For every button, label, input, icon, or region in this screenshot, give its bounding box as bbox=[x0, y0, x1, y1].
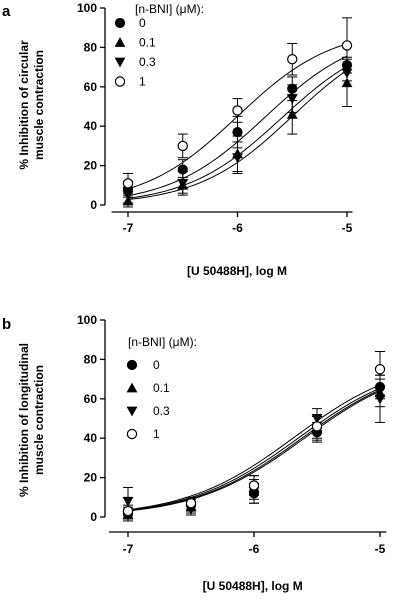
data-point-1 bbox=[248, 480, 260, 491]
legend-title: [n-BNI] (μM): bbox=[128, 335, 197, 349]
legend-label: 0.1 bbox=[153, 381, 170, 395]
data-point-0.1 bbox=[341, 77, 353, 88]
y-tick-label: 0 bbox=[90, 198, 97, 212]
y-axis-title-line-1: % Inhibition of longitudinal bbox=[17, 343, 31, 497]
legend-label: 0 bbox=[139, 16, 146, 30]
data-point-1 bbox=[311, 421, 323, 432]
y-tick-label: 60 bbox=[84, 392, 98, 406]
chart-panel-a: a 0 20 40 60 80 100 -7 -6 -5 [U 50488H], log M % In… bbox=[2, 1, 353, 278]
y-axis-title-line-2: muscle contraction bbox=[32, 365, 46, 475]
chart-panel-b: b 0 20 40 60 80 100 -7 -6 -5 [U 50488H], log M % In… bbox=[2, 313, 387, 593]
data-point-0.3 bbox=[232, 153, 243, 164]
legend-label: 0.3 bbox=[139, 55, 156, 69]
y-tick-label: 20 bbox=[84, 471, 98, 485]
data-point-0.3 bbox=[122, 190, 134, 201]
data-point-0.3 bbox=[311, 414, 323, 424]
legend-marker-1 bbox=[126, 428, 138, 440]
data-point-1 bbox=[185, 498, 197, 509]
y-tick-label: 40 bbox=[84, 119, 98, 133]
data-point-1 bbox=[341, 40, 353, 51]
legend-label: 1 bbox=[139, 75, 146, 89]
legend-marker-0 bbox=[126, 359, 138, 371]
data-point-0 bbox=[232, 127, 243, 138]
data-point-1 bbox=[177, 140, 188, 152]
x-axis-title: [U 50488H], log M bbox=[203, 579, 303, 593]
y-axis-title-line-1: % Inhibition of circular bbox=[17, 40, 31, 170]
x-tick-label: -5 bbox=[342, 221, 353, 235]
x-tick-label: -7 bbox=[123, 542, 134, 556]
legend-marker-1 bbox=[114, 76, 126, 87]
legend-marker-0 bbox=[114, 17, 126, 29]
legend-label: 0.3 bbox=[153, 404, 170, 418]
data-point-0.3 bbox=[122, 496, 134, 507]
x-tick-label: -7 bbox=[123, 221, 134, 235]
legend-title: [n-BNI] (μM): bbox=[135, 2, 204, 16]
y-tick-label: 100 bbox=[77, 313, 97, 327]
legend-label: 1 bbox=[153, 427, 160, 441]
y-tick-label: 20 bbox=[84, 159, 98, 173]
fit-curve-0.1 bbox=[127, 389, 381, 512]
data-point-1 bbox=[122, 178, 134, 189]
data-point-1 bbox=[122, 505, 134, 517]
y-tick-label: 0 bbox=[90, 510, 97, 524]
legend-marker-0.1 bbox=[126, 382, 138, 393]
y-tick-label: 60 bbox=[84, 80, 98, 94]
panel-letter: b bbox=[2, 316, 11, 333]
fit-curve-0.3 bbox=[127, 390, 381, 512]
y-tick-label: 80 bbox=[84, 40, 98, 54]
legend-label: 0 bbox=[153, 358, 160, 372]
data-point-0 bbox=[341, 60, 353, 71]
legend-label: 0.1 bbox=[139, 36, 156, 50]
data-point-0.3 bbox=[286, 94, 298, 105]
fit-curve-0 bbox=[127, 387, 381, 511]
data-point-0.3 bbox=[374, 394, 386, 405]
legend-marker-0.3 bbox=[126, 406, 138, 417]
x-tick-label: -5 bbox=[375, 542, 386, 556]
y-tick-label: 100 bbox=[77, 1, 97, 15]
x-axis-title: [U 50488H], log M bbox=[187, 264, 287, 278]
panel-letter: a bbox=[2, 3, 11, 20]
data-point-0.3 bbox=[177, 179, 189, 189]
data-point-0.3 bbox=[341, 68, 353, 79]
data-point-1 bbox=[374, 364, 386, 375]
x-tick-label: -6 bbox=[249, 542, 260, 556]
data-point-0 bbox=[287, 83, 298, 94]
fit-curve-1 bbox=[127, 384, 381, 511]
data-point-1 bbox=[287, 54, 298, 65]
y-tick-label: 40 bbox=[84, 431, 98, 445]
data-point-0 bbox=[177, 164, 188, 175]
data-point-1 bbox=[232, 105, 243, 116]
y-tick-label: 80 bbox=[84, 352, 98, 366]
legend-marker-0.3 bbox=[114, 57, 126, 68]
y-axis-title-line-2: muscle contraction bbox=[32, 50, 46, 160]
legend-marker-0.1 bbox=[114, 37, 126, 47]
x-tick-label: -6 bbox=[232, 221, 243, 235]
data-point-0.1 bbox=[286, 108, 298, 119]
